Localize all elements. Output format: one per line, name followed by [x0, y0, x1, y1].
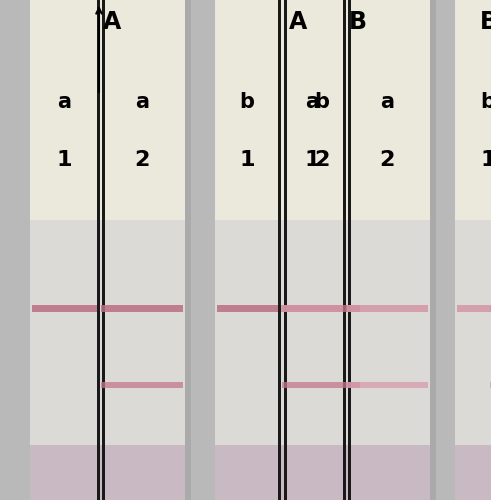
- Text: b: b: [315, 92, 329, 112]
- Text: 1: 1: [304, 150, 320, 170]
- Text: 1: 1: [480, 150, 491, 170]
- Text: a: a: [380, 92, 394, 112]
- Text: 2: 2: [380, 150, 395, 170]
- Text: A: A: [103, 10, 121, 34]
- Text: b: b: [481, 92, 491, 112]
- Text: b: b: [240, 92, 254, 112]
- Text: a: a: [135, 92, 149, 112]
- Text: a: a: [305, 92, 319, 112]
- Text: 1: 1: [239, 150, 255, 170]
- Text: B: B: [480, 10, 491, 34]
- Text: 2: 2: [314, 150, 329, 170]
- Text: a: a: [57, 92, 71, 112]
- Text: B: B: [349, 10, 367, 34]
- Text: A: A: [289, 10, 307, 34]
- Text: 2: 2: [135, 150, 150, 170]
- Text: 1: 1: [56, 150, 72, 170]
